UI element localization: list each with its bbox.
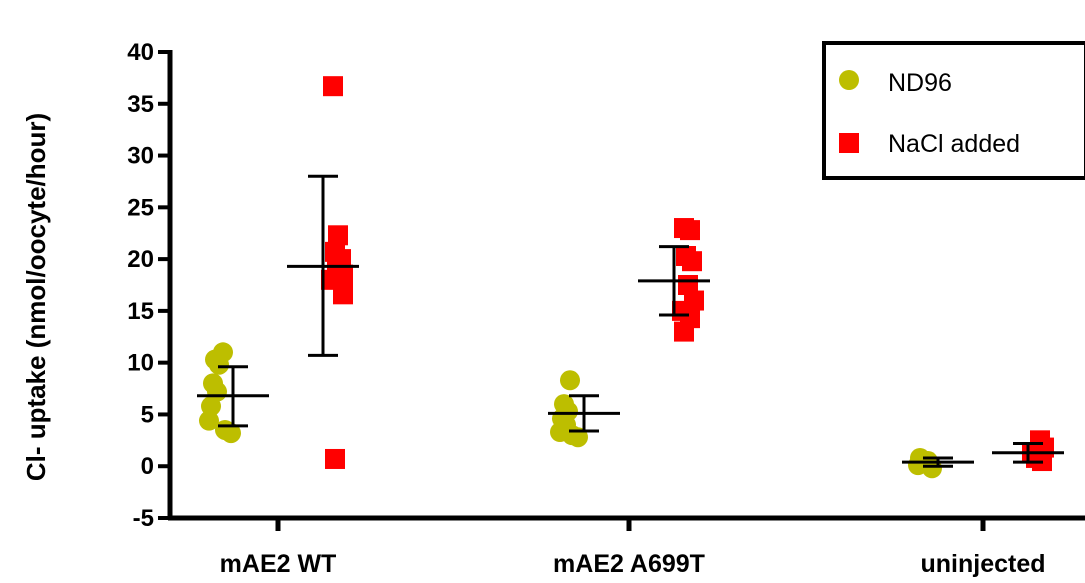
y-tick-label: 30: [127, 143, 154, 170]
nacl-added-point: [680, 220, 700, 241]
legend-marker-nd96: [839, 70, 859, 90]
y-axis-title: Cl- uptake (nmol/oocyte/hour): [21, 113, 51, 481]
y-tick-label: 15: [127, 298, 154, 325]
legend: ND96 NaCl added: [822, 41, 1085, 180]
legend-label-nd96: ND96: [888, 69, 952, 97]
y-tick-label: 20: [127, 246, 154, 273]
nacl-added-point: [333, 284, 353, 305]
nd96-point: [199, 410, 219, 431]
nacl-added-point: [674, 321, 694, 342]
y-tick-label: -5: [133, 505, 154, 532]
y-tick-label: 35: [127, 91, 154, 118]
y-ticks: -5 0 5 10 15 20 25 30 35 40: [127, 39, 170, 532]
nd96-point: [221, 423, 241, 444]
nacl-added-point: [323, 76, 343, 97]
nacl-added-point: [682, 251, 702, 272]
nacl-added-point: [328, 225, 348, 246]
x-category-label: mAE2 WT: [220, 550, 337, 578]
y-tick-label: 0: [141, 453, 154, 480]
legend-box: [822, 41, 1085, 180]
y-tick-label: 25: [127, 194, 154, 221]
nd96-point: [209, 354, 229, 375]
y-tick-label: 10: [127, 350, 154, 377]
nd96-point: [560, 370, 580, 391]
legend-label-nacl-added: NaCl added: [888, 130, 1020, 158]
x-ticks: mAE2 WT mAE2 A699T uninjected: [220, 518, 1046, 578]
y-tick-label: 40: [127, 39, 154, 66]
error-bars: [197, 174, 1064, 468]
x-category-label: uninjected: [920, 550, 1045, 578]
nacl-added-point: [325, 448, 345, 469]
y-tick-label: 5: [141, 401, 154, 428]
x-category-label: mAE2 A699T: [553, 550, 705, 578]
legend-marker-nacl-added: [839, 133, 859, 153]
